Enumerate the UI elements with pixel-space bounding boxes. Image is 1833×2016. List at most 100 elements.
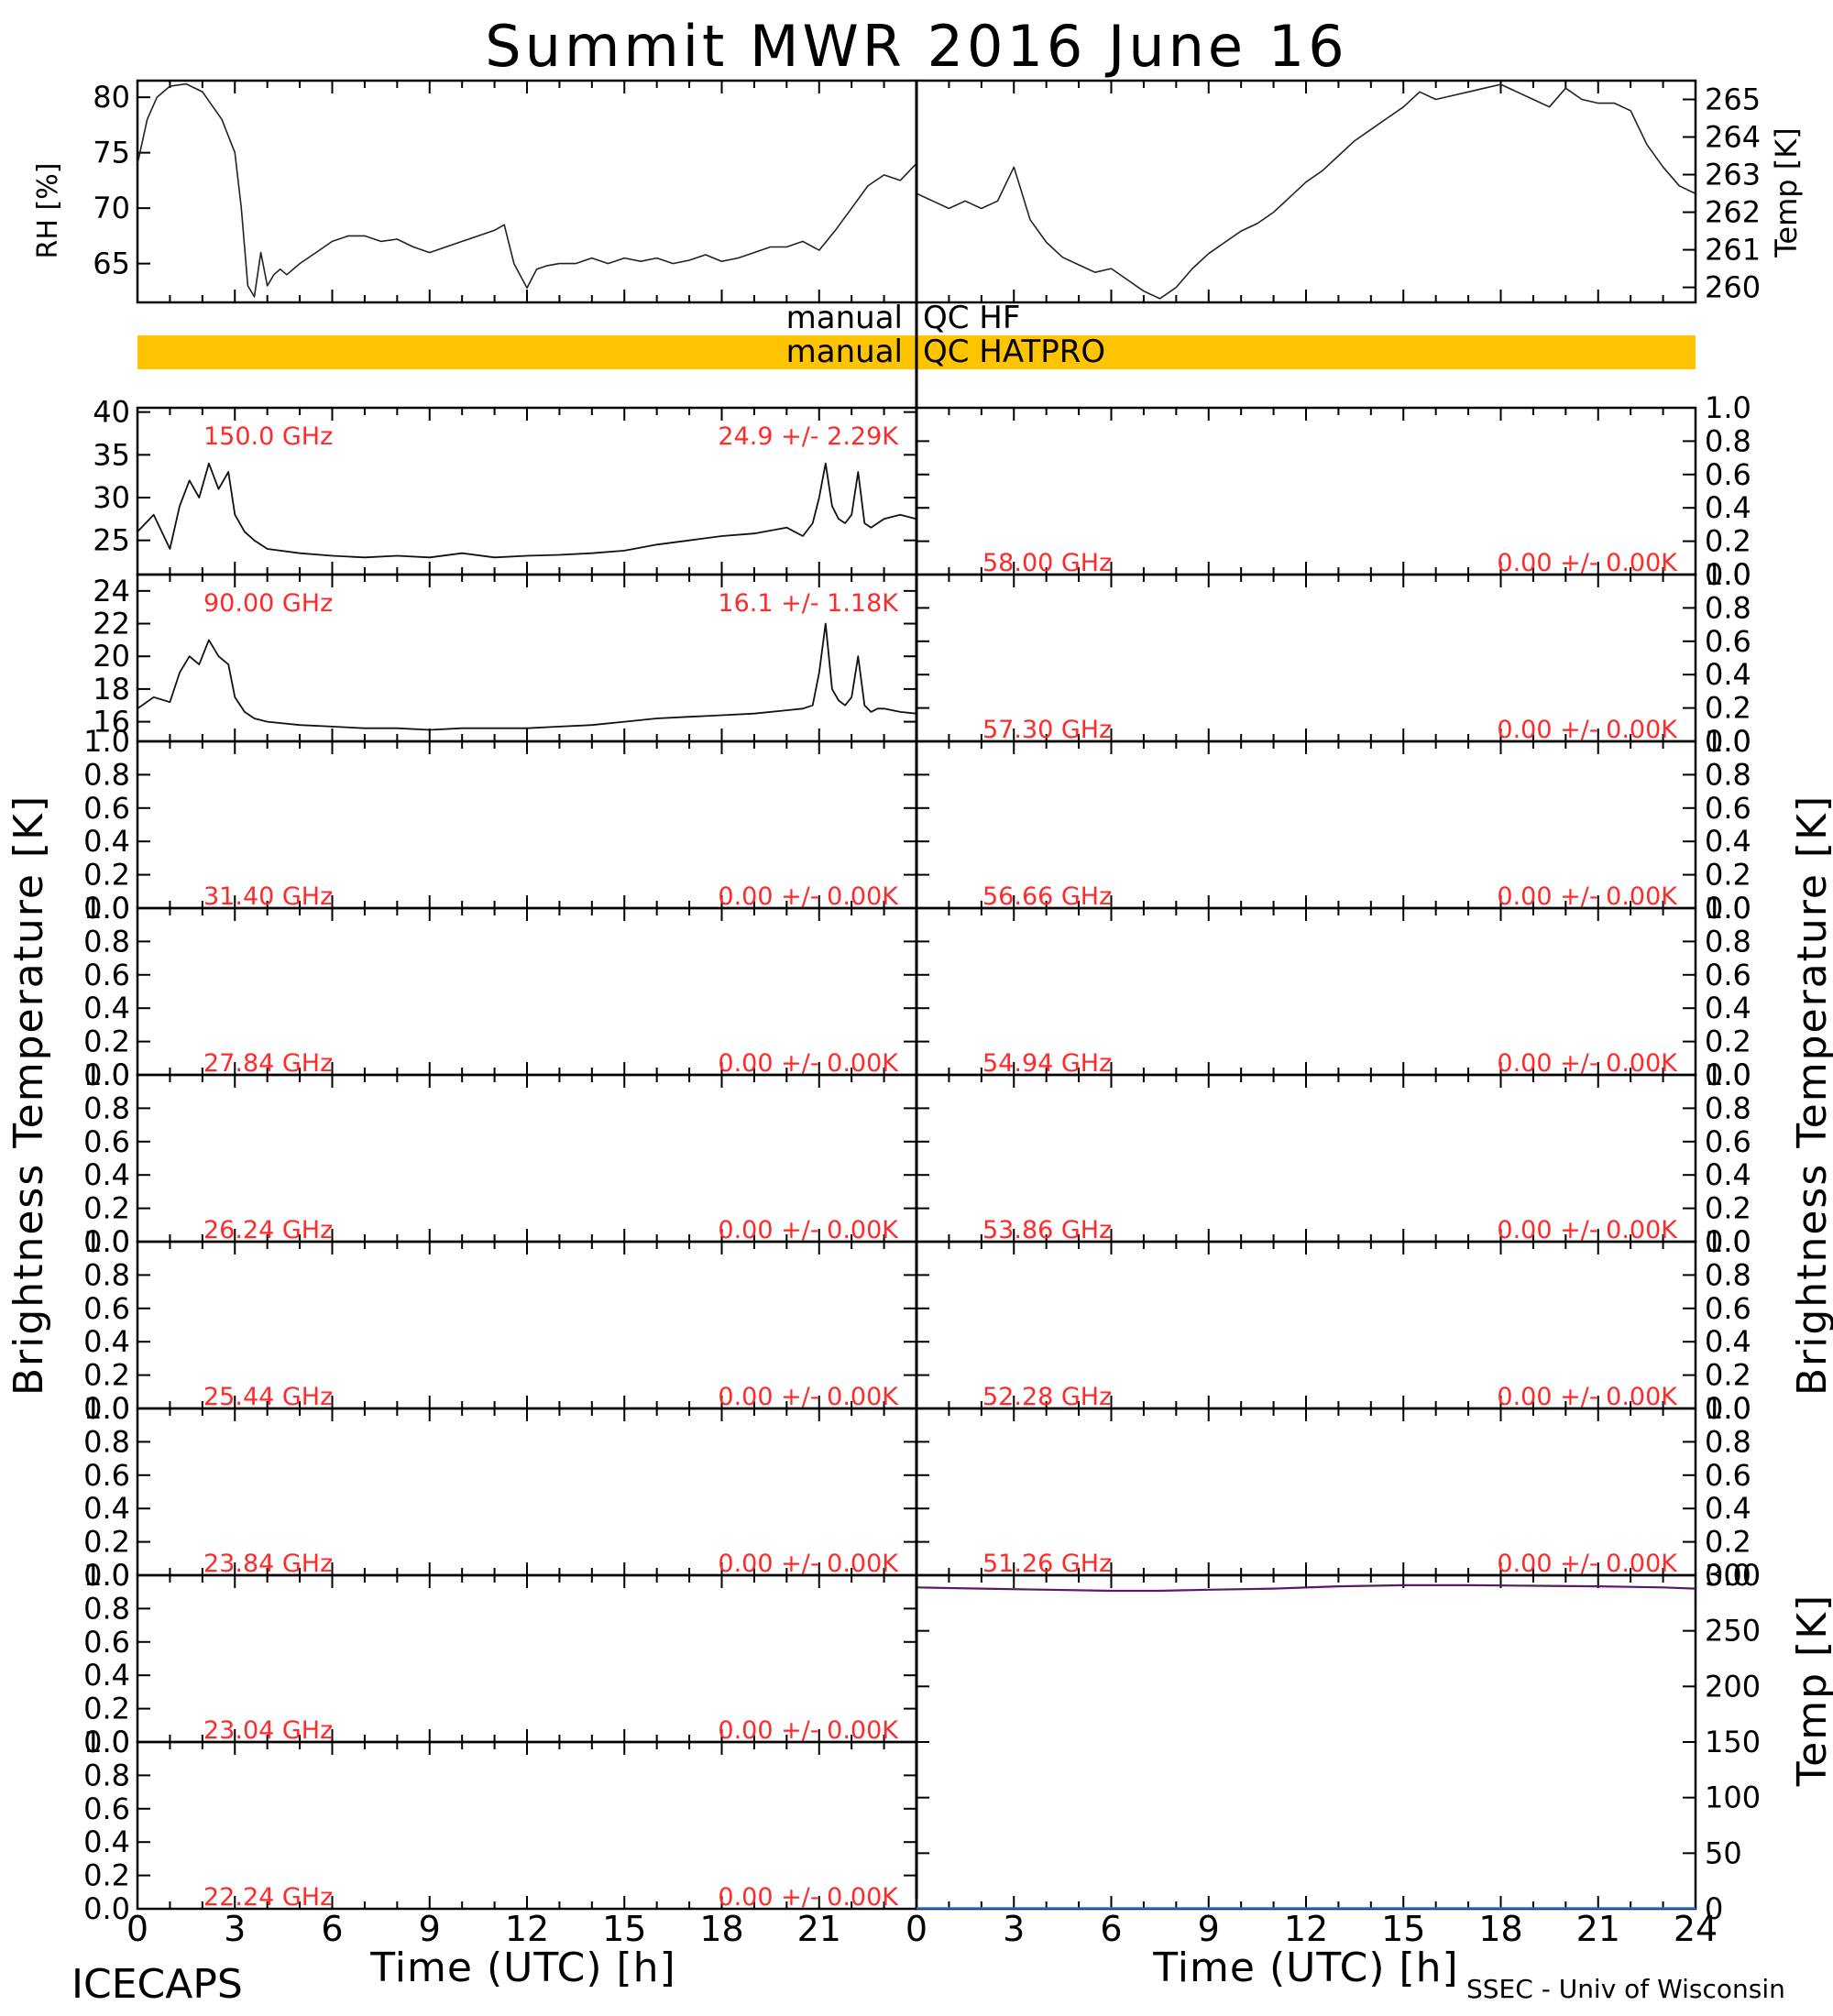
panel-tb_23_04-freq-label: 23.04 GHz bbox=[203, 1716, 333, 1745]
rh-axis-label: RH [%] bbox=[32, 163, 64, 259]
panel-tb_31-ytick-label: 0.4 bbox=[83, 824, 130, 859]
temp-ytick-label: 262 bbox=[1705, 195, 1761, 230]
panel-tb_26-ytick-label: 0.8 bbox=[83, 1090, 130, 1125]
panel-tb_52-stat-label: 0.00 +/- 0.00K bbox=[1497, 1383, 1678, 1411]
panel-tb_53-ytick-label: 0.8 bbox=[1705, 1090, 1751, 1125]
panel-tb_23_04-ytick-label: 0.4 bbox=[83, 1658, 130, 1693]
panel-tb_23_04-ytick-label: 0.6 bbox=[83, 1625, 130, 1660]
panel-tb_23_84-ytick-label: 0.0 bbox=[83, 1558, 130, 1593]
panel-tb_57-ytick-label: 0.8 bbox=[1705, 590, 1751, 625]
panel-tb_26-ytick-label: 1.0 bbox=[83, 1057, 130, 1092]
panel-tb_27-stat-label: 0.00 +/- 0.00K bbox=[718, 1049, 899, 1078]
chart-title: Summit MWR 2016 June 16 bbox=[485, 13, 1347, 80]
panel-tb_53-ytick-label: 0.0 bbox=[1705, 1224, 1751, 1259]
panel-tb_23_84-ytick-label: 0.2 bbox=[83, 1525, 130, 1560]
panel-tb_52-ytick-label: 1.0 bbox=[1705, 1224, 1751, 1259]
panel-tb_90-ytick-label: 22 bbox=[93, 607, 130, 641]
panel-tb_26-ytick-label: 0.0 bbox=[83, 1224, 130, 1259]
panel-tb_58-ytick-label: 0.2 bbox=[1705, 524, 1751, 559]
rh-ytick-label: 75 bbox=[93, 136, 130, 170]
panel-tb_57-freq-label: 57.30 GHz bbox=[982, 716, 1112, 744]
panel-blackbody-ytick-label: 0 bbox=[1705, 1891, 1723, 1926]
panel-tb_58-ytick-label: 0.8 bbox=[1705, 423, 1751, 458]
panel-tb_25-ytick-label: 0.4 bbox=[83, 1324, 130, 1359]
panel-tb_52-ytick-label: 0.4 bbox=[1705, 1324, 1751, 1359]
x-tick-label-right: 15 bbox=[1381, 1909, 1425, 1949]
panel-tb_150-ytick-label: 35 bbox=[93, 437, 130, 472]
qc-row2-left: manual bbox=[786, 334, 903, 370]
x-axis-label-left: Time (UTC) [h] bbox=[369, 1945, 675, 1991]
panel-tb_51-stat-label: 0.00 +/- 0.00K bbox=[1497, 1550, 1678, 1578]
panel-tb_25-ytick-label: 1.0 bbox=[83, 1224, 130, 1259]
panel-tb_27-ytick-label: 0.2 bbox=[83, 1024, 130, 1059]
panel-tb_22-stat-label: 0.00 +/- 0.00K bbox=[718, 1883, 899, 1912]
panel-tb_56-ytick-label: 0.8 bbox=[1705, 757, 1751, 792]
panel-tb_23_84-ytick-label: 1.0 bbox=[83, 1391, 130, 1426]
qc-row1-left: manual bbox=[786, 300, 903, 336]
panel-tb_53-ytick-label: 0.6 bbox=[1705, 1124, 1751, 1159]
panel-tb_53-ytick-label: 0.2 bbox=[1705, 1191, 1751, 1226]
temp-ytick-label: 264 bbox=[1705, 120, 1761, 155]
x-tick-label-left: 9 bbox=[419, 1909, 441, 1949]
panel-tb_31-ytick-label: 1.0 bbox=[83, 724, 130, 759]
x-tick-label-right: 12 bbox=[1284, 1909, 1328, 1949]
panel-tb_31-ytick-label: 0.2 bbox=[83, 858, 130, 893]
panel-tb_23_84-ytick-label: 0.6 bbox=[83, 1458, 130, 1493]
panel-tb_51-ytick-label: 0.6 bbox=[1705, 1458, 1751, 1493]
panel-tb_57-ytick-label: 0.0 bbox=[1705, 724, 1751, 759]
panel-tb_25-ytick-label: 0.8 bbox=[83, 1257, 130, 1292]
panel-tb_22-ytick-label: 0.8 bbox=[83, 1758, 130, 1792]
panel-tb_51-ytick-label: 0.8 bbox=[1705, 1424, 1751, 1459]
panel-tb_22-ytick-label: 0.0 bbox=[83, 1891, 130, 1926]
panel-tb_23_04-ytick-label: 0.2 bbox=[83, 1692, 130, 1726]
panel-tb_52-ytick-label: 0.6 bbox=[1705, 1291, 1751, 1326]
panel-tb_27-ytick-label: 0.0 bbox=[83, 1057, 130, 1092]
panel-tb_22-ytick-label: 0.6 bbox=[83, 1791, 130, 1826]
met-right-frame bbox=[915, 79, 1697, 304]
panel-tb_23_04-ytick-label: 0.0 bbox=[83, 1725, 130, 1759]
panel-tb_31-ytick-label: 0.0 bbox=[83, 891, 130, 926]
bb-hf-line bbox=[916, 1583, 1696, 1593]
panel-tb_23_84-ytick-label: 0.4 bbox=[83, 1491, 130, 1526]
met-left-frame bbox=[136, 79, 918, 304]
panel-tb_31-ytick-label: 0.6 bbox=[83, 791, 130, 826]
panel-tb_150-freq-label: 150.0 GHz bbox=[203, 422, 333, 451]
x-tick-label-left: 18 bbox=[699, 1909, 743, 1949]
panel-tb_54-ytick-label: 1.0 bbox=[1705, 891, 1751, 926]
panel-tb_57-ytick-label: 0.2 bbox=[1705, 691, 1751, 726]
x-tick-label-right: 3 bbox=[1003, 1909, 1025, 1949]
panel-blackbody-ytick-label: 250 bbox=[1705, 1614, 1761, 1649]
temp-ytick-label: 265 bbox=[1705, 82, 1761, 117]
panel-tb_57-stat-label: 0.00 +/- 0.00K bbox=[1497, 716, 1678, 744]
panel-tb_90-ytick-label: 24 bbox=[93, 574, 130, 608]
panel-tb_56-ytick-label: 1.0 bbox=[1705, 724, 1751, 759]
panel-tb_58-ytick-label: 0.4 bbox=[1705, 490, 1751, 525]
panel-tb_57-ytick-label: 0.4 bbox=[1705, 657, 1751, 692]
panel-tb_57-ytick-label: 0.6 bbox=[1705, 624, 1751, 659]
panel-tb_54-freq-label: 54.94 GHz bbox=[982, 1049, 1112, 1078]
temp-bottom-axis-label: Temp [K] bbox=[1789, 1594, 1833, 1787]
rh-series-line bbox=[137, 82, 917, 298]
panel-tb_52-ytick-label: 0.2 bbox=[1705, 1358, 1751, 1393]
panel-blackbody-ytick-label: 150 bbox=[1705, 1725, 1761, 1759]
panel-tb_25-ytick-label: 0.6 bbox=[83, 1291, 130, 1326]
panel-tb_52-ytick-label: 0.0 bbox=[1705, 1391, 1751, 1426]
panel-tb_58-freq-label: 58.00 GHz bbox=[982, 549, 1112, 577]
panel-tb_31-stat-label: 0.00 +/- 0.00K bbox=[718, 882, 899, 911]
panel-tb_23_04-ytick-label: 1.0 bbox=[83, 1558, 130, 1593]
panel-tb_51-ytick-label: 0.4 bbox=[1705, 1491, 1751, 1526]
panel-tb_56-freq-label: 56.66 GHz bbox=[982, 882, 1112, 911]
panel-tb_22-freq-label: 22.24 GHz bbox=[203, 1883, 333, 1912]
x-tick-label-left: 6 bbox=[321, 1909, 343, 1949]
tb-right-axis-label: Brightness Temperature [K] bbox=[1789, 794, 1833, 1396]
panel-blackbody-ytick-label: 100 bbox=[1705, 1780, 1761, 1815]
panel-tb_27-ytick-label: 0.6 bbox=[83, 958, 130, 992]
panel-tb_53-ytick-label: 0.4 bbox=[1705, 1157, 1751, 1192]
temp-series-line bbox=[916, 83, 1696, 300]
panel-tb_56-ytick-label: 0.6 bbox=[1705, 791, 1751, 826]
panel-tb_26-stat-label: 0.00 +/- 0.00K bbox=[718, 1216, 899, 1244]
panel-tb_23_04-ytick-label: 0.8 bbox=[83, 1591, 130, 1626]
x-tick-label-right: 21 bbox=[1576, 1909, 1620, 1949]
rh-ytick-label: 70 bbox=[93, 191, 130, 225]
panel-tb_90-freq-label: 90.00 GHz bbox=[203, 589, 333, 618]
